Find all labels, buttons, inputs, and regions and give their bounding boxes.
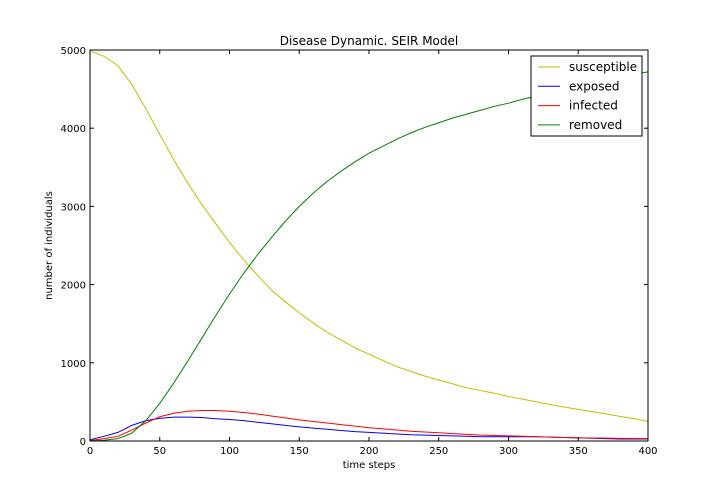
legend-label-susceptible: susceptible [569,60,637,74]
x-tick-label: 300 [499,446,518,457]
legend-label-infected: infected [569,99,618,113]
legend-box [530,55,643,137]
legend: susceptible exposed infected removed [530,55,643,137]
x-axis-label: time steps [343,460,396,471]
x-tick-label: 400 [638,446,657,457]
y-tick-label: 2000 [61,281,86,292]
series-line-infected [89,410,649,442]
x-tick-label: 250 [429,446,448,457]
legend-label-exposed: exposed [569,79,619,93]
x-tick-label: 200 [359,446,378,457]
x-tick-label: 50 [153,446,166,457]
y-tick-label: 0 [80,437,86,448]
x-tick-label: 350 [569,446,588,457]
legend-label-removed: removed [569,118,622,132]
axis-ticks: 0 50 100 150 200 250 300 350 4000100020003000400… [61,46,658,457]
chart-title: Disease Dynamic. SEIR Model [280,34,458,48]
x-tick-label: 0 [87,446,93,457]
y-axis-label: number of individuals [44,191,55,300]
y-tick-label: 1000 [61,359,86,370]
series-line-susceptible [89,50,649,422]
y-tick-label: 4000 [61,124,86,135]
y-tick-label: 3000 [61,202,86,213]
y-tick-label: 5000 [61,46,86,57]
series-line-exposed [89,416,648,441]
x-tick-label: 150 [290,446,309,457]
x-tick-label: 100 [220,446,239,457]
